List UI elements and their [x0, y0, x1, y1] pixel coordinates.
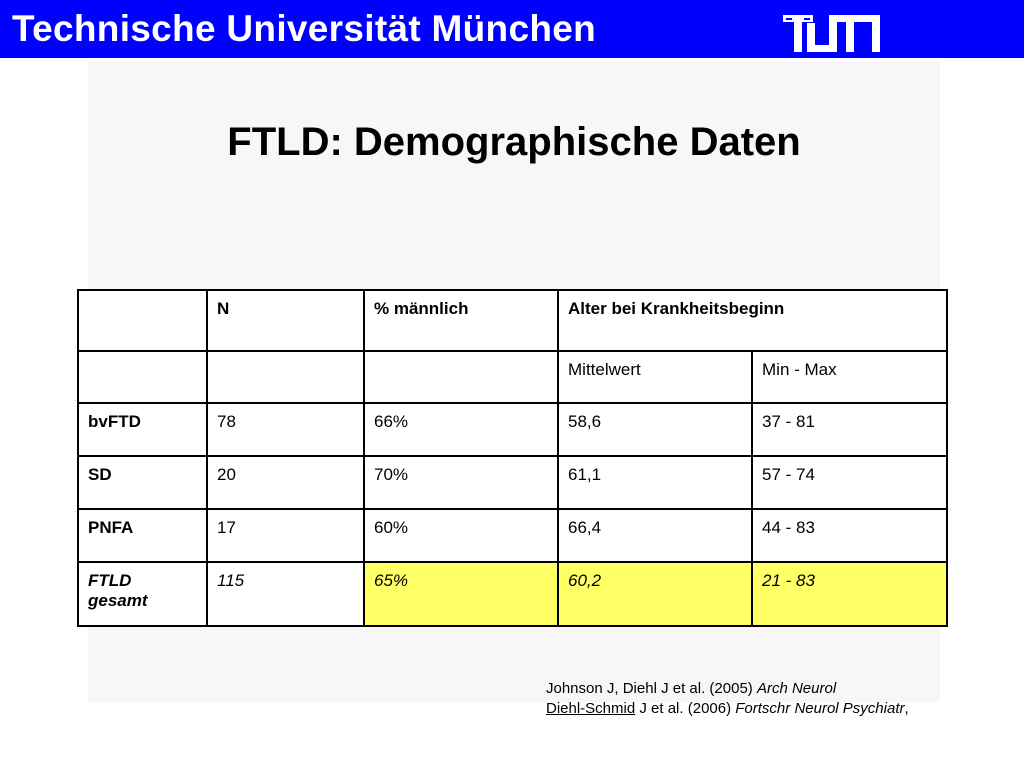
- cell-range: 37 - 81: [751, 402, 948, 457]
- reference-2: Diehl-Schmid J et al. (2006) Fortschr Ne…: [546, 699, 909, 719]
- cell-male: 70%: [363, 455, 559, 510]
- total-cell-range: 21 - 83: [751, 561, 948, 627]
- table-subheader-row: Mittelwert Min - Max: [77, 350, 948, 404]
- header-cell-male: % männlich: [363, 289, 559, 352]
- cell-male: 66%: [363, 402, 559, 457]
- subheader-cell-mean: Mittelwert: [557, 350, 753, 404]
- reference-2-authors: J et al. (2006): [635, 700, 736, 717]
- reference-2-journal: Fortschr Neurol Psychiatr: [735, 700, 905, 717]
- cell-n: 78: [206, 402, 365, 457]
- cell-mean: 58,6: [557, 402, 753, 457]
- reference-2-author-underlined: Diehl-Schmid: [546, 700, 636, 717]
- total-label-line1: FTLD: [88, 571, 132, 590]
- total-row-label: FTLD gesamt: [77, 561, 208, 627]
- university-name: Technische Universität München: [12, 8, 596, 49]
- reference-1: Johnson J, Diehl J et al. (2005) Arch Ne…: [546, 679, 909, 699]
- references: Johnson J, Diehl J et al. (2005) Arch Ne…: [546, 679, 909, 719]
- header-cell-onset: Alter bei Krankheitsbeginn: [557, 289, 948, 352]
- cell-mean: 61,1: [557, 455, 753, 510]
- row-label: SD: [77, 455, 208, 510]
- total-label-line2: gesamt: [88, 591, 148, 610]
- demographics-table: N % männlich Alter bei Krankheitsbeginn …: [77, 289, 948, 627]
- reference-1-journal: Arch Neurol: [756, 680, 837, 697]
- table-header-row: N % männlich Alter bei Krankheitsbeginn: [77, 289, 948, 352]
- cell-range: 44 - 83: [751, 508, 948, 563]
- row-label: bvFTD: [77, 402, 208, 457]
- subheader-cell-empty: [206, 350, 365, 404]
- table-row: bvFTD 78 66% 58,6 37 - 81: [77, 402, 948, 457]
- table-row: PNFA 17 60% 66,4 44 - 83: [77, 508, 948, 563]
- header-cell-empty: [77, 289, 208, 352]
- table-row: SD 20 70% 61,1 57 - 74: [77, 455, 948, 510]
- cell-mean: 66,4: [557, 508, 753, 563]
- row-label: PNFA: [77, 508, 208, 563]
- reference-1-authors: Johnson J, Diehl J et al. (2005): [546, 680, 757, 697]
- tum-logo-icon: [783, 15, 880, 52]
- slide-title: FTLD: Demographische Daten: [227, 120, 801, 164]
- cell-range: 57 - 74: [751, 455, 948, 510]
- cell-n: 17: [206, 508, 365, 563]
- subheader-cell-empty: [77, 350, 208, 404]
- total-cell-n: 115: [206, 561, 365, 627]
- cell-n: 20: [206, 455, 365, 510]
- reference-2-trailing: ,: [904, 700, 909, 717]
- total-cell-male: 65%: [363, 561, 559, 627]
- header-bar: Technische Universität München: [0, 0, 1024, 58]
- subheader-cell-range: Min - Max: [751, 350, 948, 404]
- subheader-cell-empty: [363, 350, 559, 404]
- table-total-row: FTLD gesamt 115 65% 60,2 21 - 83: [77, 561, 948, 627]
- cell-male: 60%: [363, 508, 559, 563]
- header-cell-n: N: [206, 289, 365, 352]
- total-cell-mean: 60,2: [557, 561, 753, 627]
